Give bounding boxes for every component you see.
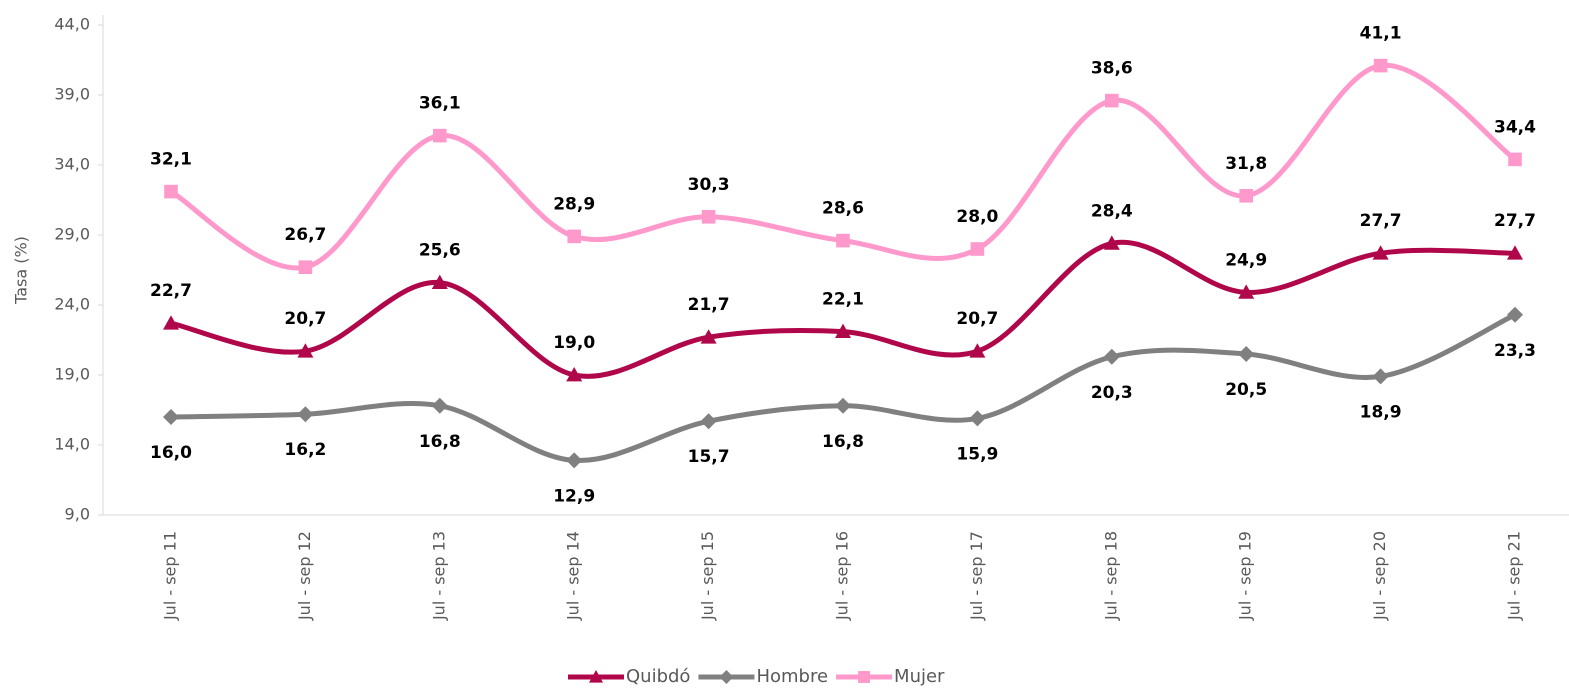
data-label: 28,6 <box>822 199 864 219</box>
series-line <box>169 63 1517 271</box>
x-tick-label: Jul - sep 21 <box>1505 531 1524 621</box>
marker <box>566 452 583 469</box>
x-tick-label: Jul - sep 17 <box>967 531 986 621</box>
marker <box>1373 58 1388 73</box>
marker <box>969 343 986 358</box>
marker <box>431 274 448 289</box>
data-label: 18,9 <box>1360 402 1402 422</box>
legend-label: Hombre <box>756 666 828 687</box>
marker <box>1238 346 1255 362</box>
data-label: 21,7 <box>688 295 730 315</box>
data-label: 25,6 <box>419 241 461 261</box>
data-label: 41,1 <box>1360 24 1402 44</box>
y-tick-label: 39,0 <box>54 85 90 104</box>
x-tick-label: Jul - sep 16 <box>833 531 852 621</box>
data-label: 19,0 <box>553 333 595 353</box>
marker <box>835 397 851 414</box>
data-label: 32,1 <box>150 150 192 170</box>
x-tick-label: Jul - sep 19 <box>1236 531 1255 621</box>
data-label: 38,6 <box>1091 59 1133 79</box>
legend-label: Quibdó <box>626 666 690 687</box>
marker <box>566 367 583 382</box>
marker <box>297 343 314 358</box>
x-tick-label: Jul - sep 18 <box>1101 531 1120 621</box>
marker <box>589 670 603 683</box>
marker <box>701 210 716 224</box>
marker <box>700 413 717 430</box>
x-tick-label: Jul - sep 20 <box>1370 531 1389 621</box>
marker <box>1508 152 1522 167</box>
marker <box>970 242 985 256</box>
data-label: 31,8 <box>1225 154 1267 174</box>
x-tick-label: Jul - sep 13 <box>429 531 448 621</box>
marker <box>1239 189 1253 203</box>
marker <box>1372 245 1389 260</box>
marker <box>163 409 179 425</box>
marker <box>163 315 179 330</box>
data-label: 16,8 <box>822 432 864 452</box>
legend-label: Mujer <box>894 666 945 687</box>
y-tick-label: 29,0 <box>54 225 90 244</box>
data-label: 12,9 <box>553 486 595 506</box>
data-label: 22,7 <box>150 281 192 301</box>
data-label: 24,9 <box>1225 250 1267 270</box>
marker <box>700 329 717 344</box>
x-tick-label: Jul - sep 12 <box>295 531 314 621</box>
data-label: 34,4 <box>1494 117 1536 137</box>
marker <box>858 671 870 683</box>
marker <box>719 670 734 684</box>
marker <box>298 260 313 274</box>
data-label: 15,7 <box>688 447 730 467</box>
marker <box>1372 368 1389 385</box>
data-label: 20,7 <box>956 309 998 329</box>
data-label: 23,3 <box>1494 341 1536 361</box>
marker <box>836 233 850 248</box>
data-label: 16,2 <box>284 440 326 460</box>
y-axis-label: Tasa (%) <box>12 236 31 305</box>
marker <box>1103 348 1120 365</box>
marker <box>1507 245 1523 260</box>
y-tick-label: 44,0 <box>54 15 90 34</box>
x-tick-label: Jul - sep 14 <box>564 531 583 621</box>
data-label: 36,1 <box>419 94 461 114</box>
data-label: 20,5 <box>1225 380 1267 400</box>
y-tick-label: 34,0 <box>54 155 90 174</box>
marker <box>835 323 851 338</box>
data-label: 20,3 <box>1091 383 1133 403</box>
marker <box>1507 306 1523 323</box>
marker <box>969 410 986 427</box>
data-label: 28,9 <box>553 194 595 214</box>
marker <box>297 406 314 423</box>
data-label: 28,0 <box>956 207 998 227</box>
data-label: 28,4 <box>1091 201 1133 221</box>
data-label: 27,7 <box>1494 211 1536 231</box>
marker <box>1105 93 1119 108</box>
marker <box>431 397 448 414</box>
x-tick-label: Jul - sep 15 <box>698 531 717 621</box>
data-label: 27,7 <box>1360 211 1402 231</box>
data-label: 16,8 <box>419 432 461 452</box>
marker <box>1103 235 1120 250</box>
data-label: 15,9 <box>956 444 998 464</box>
y-tick-label: 9,0 <box>65 505 90 524</box>
y-tick-label: 19,0 <box>54 365 90 384</box>
data-label: 22,1 <box>822 290 864 310</box>
y-tick-label: 24,0 <box>54 295 90 314</box>
x-tick-label: Jul - sep 11 <box>161 531 180 621</box>
y-tick-label: 14,0 <box>54 435 90 454</box>
marker <box>1238 284 1255 299</box>
marker <box>164 184 178 199</box>
data-label: 16,0 <box>150 443 192 463</box>
data-label: 20,7 <box>284 309 326 329</box>
data-label: 26,7 <box>284 225 326 245</box>
marker <box>433 128 447 143</box>
data-label: 30,3 <box>688 175 730 195</box>
marker <box>567 229 581 244</box>
legend: Quibdó Hombre Mujer <box>568 666 945 687</box>
